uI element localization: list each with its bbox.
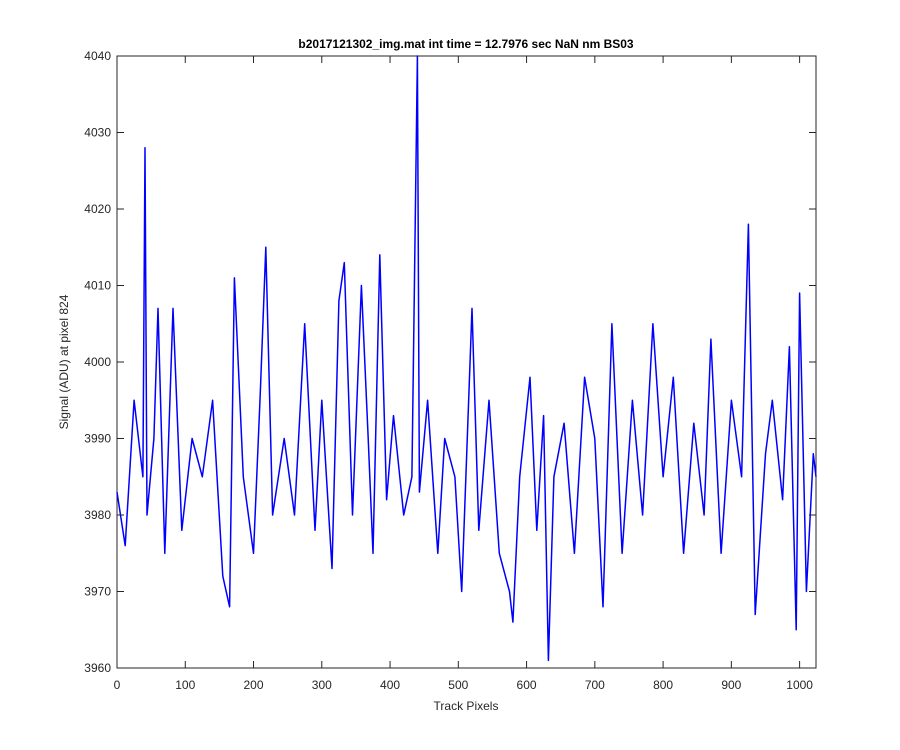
chart-title: b2017121302_img.mat int time = 12.7976 s…	[298, 37, 634, 51]
y-tick-label: 3980	[84, 508, 111, 522]
x-tick-label: 900	[721, 678, 741, 692]
x-tick-label: 300	[312, 678, 332, 692]
series-group	[116, 55, 817, 662]
x-tick-label: 400	[380, 678, 400, 692]
plot-area	[116, 55, 817, 669]
y-tick-label: 4000	[84, 355, 111, 369]
y-tick-label: 3970	[84, 585, 111, 599]
x-tick-label: 1000	[786, 678, 813, 692]
x-tick-label: 200	[244, 678, 264, 692]
y-axis: 3960 3970 3980 3990 4000 4010 4020 4030 4040	[84, 49, 816, 675]
x-tick-label: 500	[448, 678, 468, 692]
x-tick-label: 700	[585, 678, 605, 692]
x-tick-label: 800	[653, 678, 673, 692]
y-axis-label: Signal (ADU) at pixel 824	[57, 294, 71, 429]
y-tick-label: 4010	[84, 279, 111, 293]
x-tick-label: 100	[175, 678, 195, 692]
y-tick-label: 4040	[84, 49, 111, 63]
y-tick-label: 4030	[84, 126, 111, 140]
x-axis: 0 100 200 300 400 500 600 700 800 900 1000	[114, 56, 813, 692]
series-line-0	[116, 55, 817, 662]
x-tick-label: 0	[114, 678, 121, 692]
x-tick-label: 600	[517, 678, 537, 692]
y-tick-label: 3960	[84, 661, 111, 675]
x-axis-label: Track Pixels	[434, 699, 499, 713]
y-tick-label: 4020	[84, 202, 111, 216]
y-tick-label: 3990	[84, 432, 111, 446]
plot-frame	[116, 55, 817, 669]
